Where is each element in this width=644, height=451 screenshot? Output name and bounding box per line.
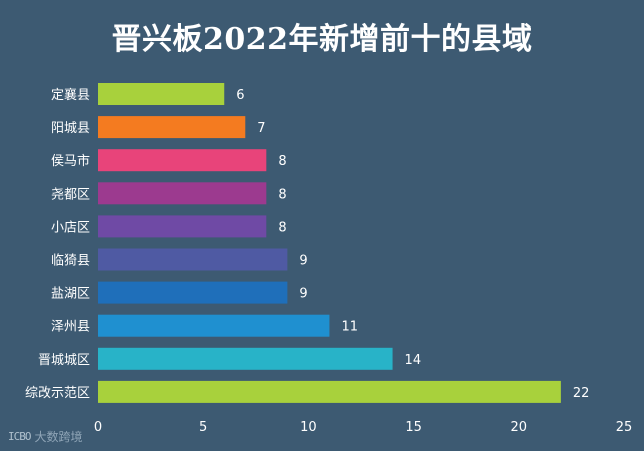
bar (98, 116, 246, 139)
category-label: 盐湖区 (51, 287, 90, 302)
bar (98, 248, 288, 271)
bar (98, 149, 267, 172)
value-label: 8 (278, 187, 286, 202)
bar (98, 314, 330, 337)
category-label: 晋城城区 (38, 353, 90, 368)
category-label: 小店区 (51, 220, 90, 235)
category-label: 侯马市 (51, 153, 90, 169)
bar (98, 182, 267, 205)
category-label: 尧都区 (51, 187, 90, 202)
watermark-text: 大数跨境 (34, 430, 83, 444)
x-tick-label: 15 (405, 420, 422, 435)
value-label: 8 (278, 154, 286, 169)
bar (98, 215, 267, 238)
x-tick-label: 0 (94, 420, 102, 435)
value-label: 7 (257, 121, 265, 136)
category-label: 综改示范区 (25, 386, 90, 401)
x-tick-label: 25 (616, 420, 633, 435)
value-label: 11 (341, 320, 358, 335)
bar (98, 380, 561, 403)
value-label: 9 (299, 287, 307, 302)
x-tick-label: 5 (199, 420, 207, 435)
bar (98, 347, 393, 370)
x-tick-label: 20 (511, 420, 528, 435)
chart-title: 晋兴板2022年新增前十的县域 (111, 22, 533, 57)
value-label: 8 (278, 220, 286, 235)
value-label: 6 (236, 88, 244, 103)
category-label: 临猗县 (51, 254, 90, 269)
x-tick-label: 10 (300, 420, 317, 435)
watermark-logo: ICBO (8, 430, 31, 443)
bar (98, 281, 288, 304)
category-label: 泽州县 (51, 320, 90, 335)
value-label: 9 (299, 254, 307, 269)
category-label: 定襄县 (51, 87, 90, 103)
category-label: 阳城县 (51, 121, 90, 136)
watermark: ICBO 大数跨境 (8, 428, 83, 445)
value-label: 14 (405, 353, 422, 368)
bar (98, 83, 225, 105)
value-label: 22 (573, 386, 590, 401)
